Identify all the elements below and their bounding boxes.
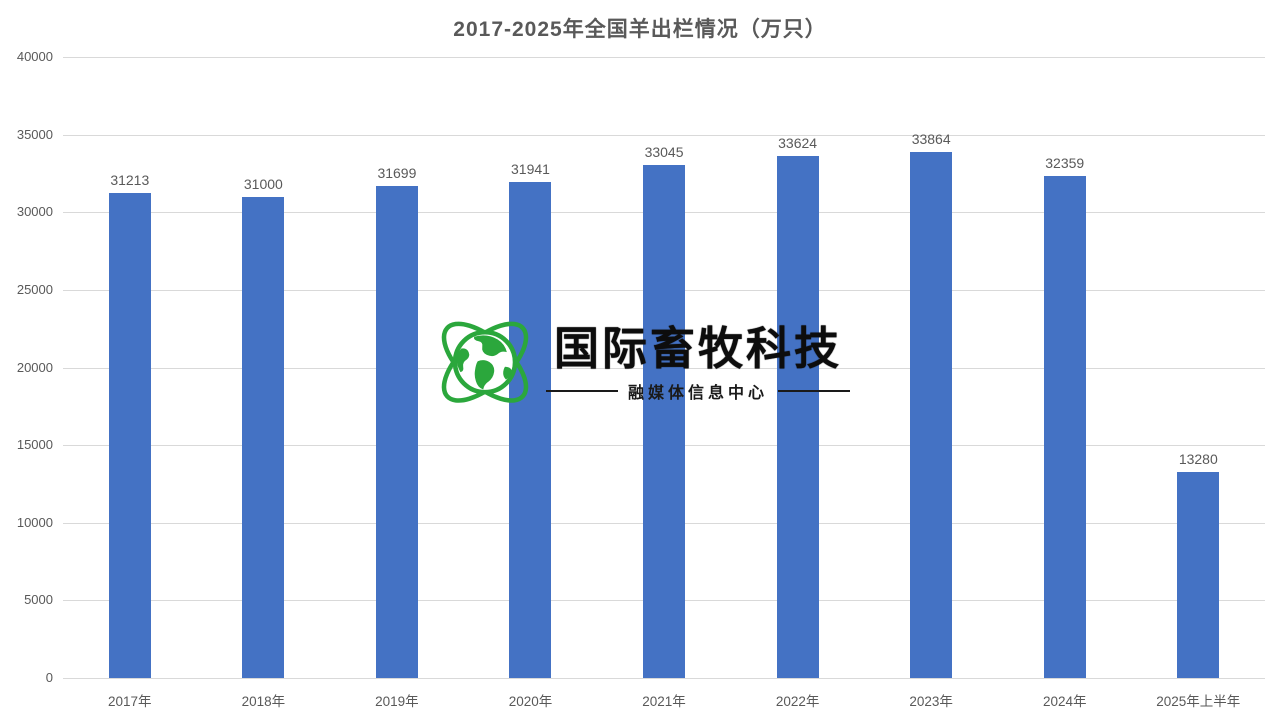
x-tick-label-2022年: 2022年 xyxy=(775,694,820,709)
y-tick-label-25000: 25000 xyxy=(16,281,53,297)
y-tick-label-15000: 15000 xyxy=(16,437,53,453)
gridline-0 xyxy=(63,678,1265,679)
y-tick-label-10000: 10000 xyxy=(16,514,53,530)
bar-value-label: 33864 xyxy=(911,131,951,148)
gridline-35000 xyxy=(63,134,1265,136)
bar-value-label: 31941 xyxy=(511,161,550,178)
x-tick-label-2024年: 2024年 xyxy=(1042,694,1087,709)
x-axis-labels: 2017年 2018年 2019年 2020年 2021年 2022年 2023年 2024年… xyxy=(63,690,1265,710)
gridline-40000 xyxy=(63,57,1265,58)
bar-value-label: 32359 xyxy=(1045,154,1085,171)
y-tick-label-40000: 40000 xyxy=(16,49,53,64)
bar-2017年[interactable] xyxy=(108,193,151,678)
y-tick-label-30000: 30000 xyxy=(16,204,53,220)
bar-2018年[interactable] xyxy=(242,196,285,678)
bar-value-label: 33045 xyxy=(644,144,684,160)
bar-2020年[interactable] xyxy=(509,182,552,678)
bar-column-2019年: 31699 xyxy=(330,57,464,678)
bar-column-2020年: 31941 xyxy=(464,57,598,678)
x-tick-label-2021年: 2021年 xyxy=(642,694,686,709)
bar-column-2017年: 31213 xyxy=(63,57,197,678)
bar-value-label: 33624 xyxy=(778,135,818,151)
x-tick-label-2020年: 2020年 xyxy=(508,694,553,709)
bar-2023年[interactable] xyxy=(910,152,953,678)
bar-2022年[interactable] xyxy=(776,156,819,678)
chart-title: 2017-2025年全国羊出栏情况（万只） xyxy=(453,18,827,41)
y-axis-labels: 0 5000 10000 15000 20000 25000 30000 35000 40000 xyxy=(0,49,53,685)
bar-2025年上半年[interactable] xyxy=(1177,471,1220,678)
y-tick-label-5000: 5000 xyxy=(24,592,53,608)
bar-series: 31213 31000 31699 31941 33045 33624 33864 32359… xyxy=(63,57,1265,678)
bar-column-2025年上半年: 13280 xyxy=(1132,57,1266,678)
x-tick-label-2025年上半年: 2025年上半年 xyxy=(1156,694,1241,709)
bar-2024年[interactable] xyxy=(1043,175,1086,678)
bar-column-2023年: 33864 xyxy=(864,57,998,678)
bar-value-label: 13280 xyxy=(1178,450,1218,467)
y-tick-label-35000: 35000 xyxy=(16,126,53,142)
y-tick-label-20000: 20000 xyxy=(16,359,53,375)
bar-value-label: 31000 xyxy=(243,175,283,192)
bar-column-2024年: 32359 xyxy=(998,57,1132,678)
x-tick-label-2018年: 2018年 xyxy=(241,694,286,709)
bar-value-label: 31699 xyxy=(377,164,417,181)
bar-column-2018年: 31000 xyxy=(197,57,331,678)
bar-column-2021年: 33045 xyxy=(597,57,731,678)
x-tick-label-2017年: 2017年 xyxy=(108,694,152,709)
bar-2021年[interactable] xyxy=(643,165,686,678)
y-tick-label-0: 0 xyxy=(45,670,53,685)
x-tick-label-2023年: 2023年 xyxy=(909,694,953,709)
bar-2019年[interactable] xyxy=(375,185,418,678)
bar-column-2022年: 33624 xyxy=(731,57,865,678)
bar-value-label: 31213 xyxy=(110,172,150,189)
x-tick-label-2019年: 2019年 xyxy=(375,694,419,709)
plot-area: 31213 31000 31699 31941 33045 33624 33864 32359… xyxy=(63,57,1265,679)
